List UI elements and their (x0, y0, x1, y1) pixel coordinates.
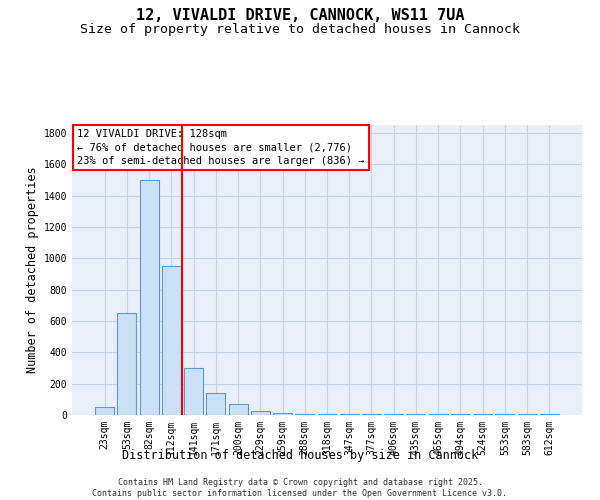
Y-axis label: Number of detached properties: Number of detached properties (26, 166, 40, 374)
Bar (273, 412, 292, 415)
Bar (406, 414, 425, 415)
Bar (340, 414, 359, 415)
Text: Distribution of detached houses by size in Cannock: Distribution of detached houses by size … (122, 448, 478, 462)
Bar (473, 414, 492, 415)
Bar (162, 266, 181, 415)
Text: 12, VIVALDI DRIVE, CANNOCK, WS11 7UA: 12, VIVALDI DRIVE, CANNOCK, WS11 7UA (136, 8, 464, 22)
Bar (317, 414, 337, 415)
Bar (384, 414, 403, 415)
Bar (184, 368, 203, 415)
Bar (518, 414, 536, 415)
Bar (362, 414, 381, 415)
Text: Contains HM Land Registry data © Crown copyright and database right 2025.
Contai: Contains HM Land Registry data © Crown c… (92, 478, 508, 498)
Bar (229, 404, 248, 415)
Text: Size of property relative to detached houses in Cannock: Size of property relative to detached ho… (80, 22, 520, 36)
Text: 12 VIVALDI DRIVE: 128sqm
← 76% of detached houses are smaller (2,776)
23% of sem: 12 VIVALDI DRIVE: 128sqm ← 76% of detach… (77, 130, 365, 166)
Bar (540, 414, 559, 415)
Bar (140, 180, 158, 415)
Bar (206, 393, 225, 415)
Bar (451, 414, 470, 415)
Bar (95, 407, 114, 415)
Bar (251, 411, 270, 415)
Bar (118, 313, 136, 415)
Bar (429, 414, 448, 415)
Bar (496, 414, 514, 415)
Bar (295, 414, 314, 415)
